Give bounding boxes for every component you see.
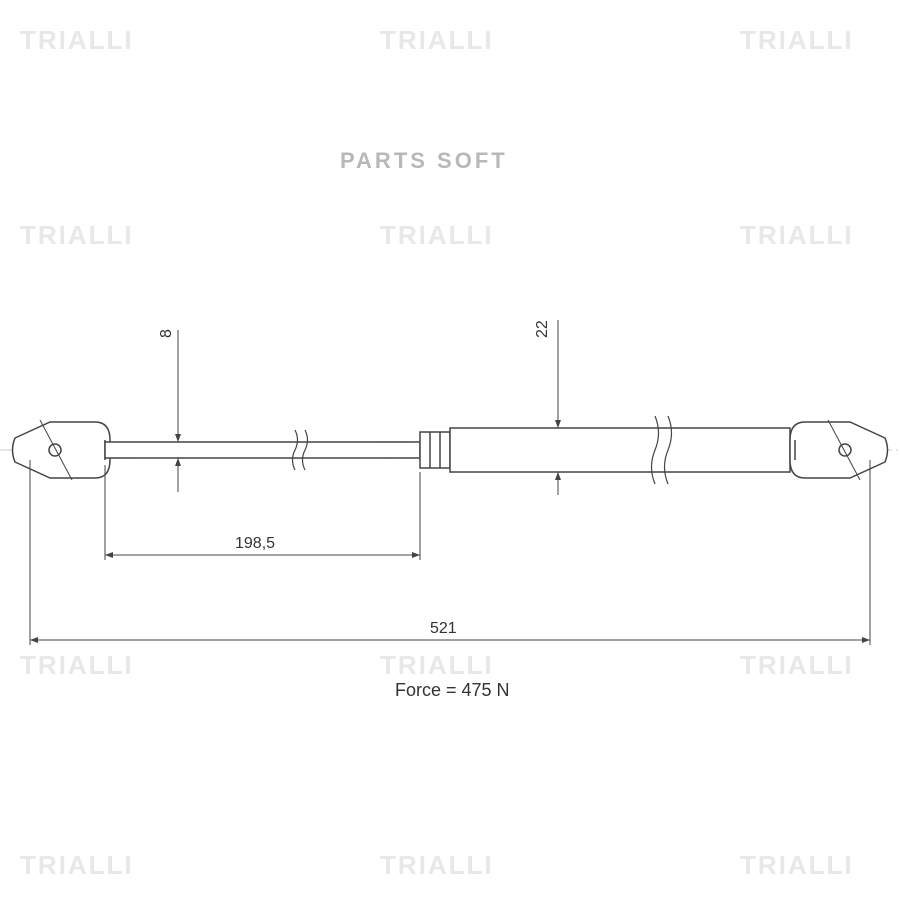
dim-label-total: 521	[430, 620, 457, 638]
dim-total	[30, 460, 870, 645]
dim-label-stroke: 198,5	[235, 535, 275, 553]
right-joint	[790, 420, 888, 480]
dim-label-rod: 8	[158, 329, 176, 338]
cylinder	[450, 428, 790, 472]
rod	[105, 442, 420, 458]
left-joint	[13, 420, 111, 480]
piston-head	[420, 432, 450, 468]
engineering-drawing	[0, 0, 900, 900]
dim-label-cyl: 22	[534, 320, 552, 338]
force-label: Force = 475 N	[395, 680, 510, 701]
